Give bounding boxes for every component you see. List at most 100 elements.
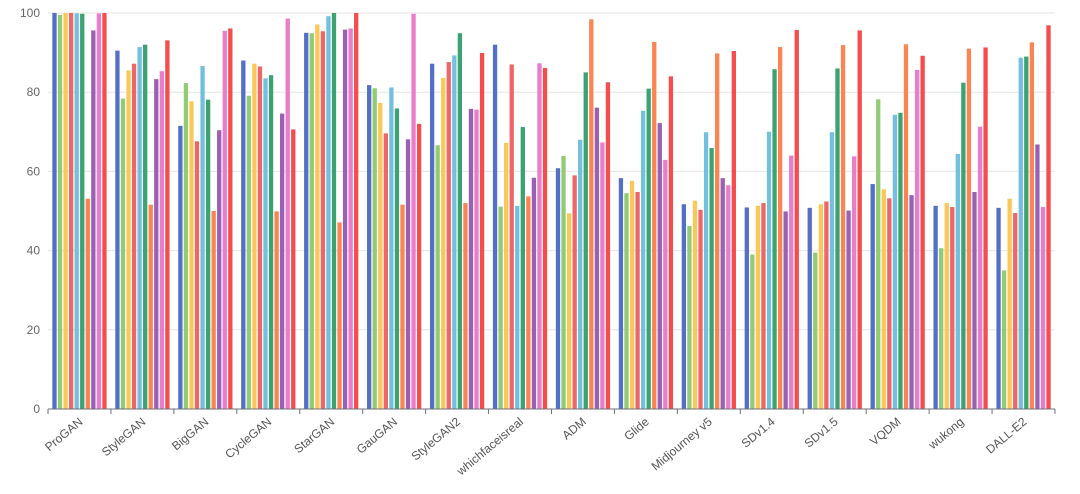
bar-stargan-s5 (326, 16, 331, 409)
bar-cyclegan-s2 (246, 95, 252, 409)
bar-gaugan-s7 (400, 204, 405, 409)
y-tick-label: 0 (33, 402, 40, 416)
bar-sdv1.5-s4 (824, 201, 829, 409)
bar-whichfaceisreal-s1 (492, 44, 498, 410)
bar-dall-e2-s8 (1035, 144, 1040, 409)
bar-sdv1.5-s9 (851, 156, 857, 409)
bar-glide-s2 (624, 193, 629, 409)
x-tick-label: GauGAN (354, 415, 400, 457)
bar-adm-s5 (578, 139, 583, 409)
bar-biggan-s2 (183, 83, 189, 409)
bar-whichfaceisreal-s2 (498, 206, 503, 409)
bar-stylegan2-s7 (463, 203, 468, 409)
bar-stylegan-s2 (120, 98, 126, 409)
bar-dall-e2-s7 (1029, 42, 1035, 410)
bar-cyclegan-s6 (268, 75, 274, 410)
bar-stylegan-s7 (148, 204, 153, 409)
bar-progan-s8 (91, 30, 96, 409)
bar-glide-s5 (640, 110, 646, 409)
x-tick-label: SDv1.4 (739, 414, 778, 450)
bar-midjourney-v5-s3 (692, 200, 698, 409)
bar-cyclegan-s4 (257, 66, 263, 410)
bar-stylegan-s3 (126, 70, 131, 410)
bar-stylegan2-s1 (429, 63, 435, 409)
bar-whichfaceisreal-s4 (509, 64, 514, 409)
bar-vqdm-s4 (887, 198, 892, 409)
bar-vqdm-s2 (876, 99, 881, 409)
bar-adm-s6 (583, 72, 588, 410)
bar-sdv1.4-s8 (783, 211, 788, 409)
bar-glide-s7 (652, 41, 657, 409)
bar-wukong-s1 (933, 205, 938, 409)
bar-stylegan2-s5 (452, 55, 457, 410)
y-tick-label: 100 (20, 6, 40, 20)
bars (52, 13, 1051, 410)
bar-biggan-s4 (194, 141, 200, 410)
bar-wukong-s5 (955, 153, 960, 409)
x-tick-label: VQDM (867, 415, 904, 449)
bar-biggan-s8 (217, 130, 222, 409)
bar-cyclegan-s9 (285, 18, 290, 409)
y-tick-labels: 0 20 40 60 80 100 (20, 6, 40, 416)
bar-stylegan2-s4 (446, 62, 451, 409)
bar-sdv1.4-s7 (777, 47, 783, 410)
bar-stylegan2-s2 (435, 145, 440, 409)
bar-progan-s5 (74, 13, 79, 410)
bar-biggan-s9 (222, 30, 227, 409)
bar-midjourney-v5-s9 (726, 185, 731, 409)
bar-stylegan-s8 (154, 79, 159, 409)
bar-biggan-s5 (200, 66, 205, 409)
bar-dall-e2-s2 (1001, 270, 1007, 409)
bar-wukong-s3 (944, 203, 949, 409)
bar-progan-s9 (96, 13, 102, 410)
bar-wukong-s2 (939, 248, 944, 409)
bar-wukong-s9 (977, 126, 983, 410)
bar-whichfaceisreal-s10 (542, 68, 548, 409)
bar-sdv1.5-s8 (846, 210, 851, 409)
bar-gaugan-s2 (372, 88, 377, 410)
bar-stargan-s9 (348, 28, 353, 409)
bar-adm-s2 (561, 155, 566, 409)
bar-stargan-s3 (315, 24, 320, 409)
bar-stylegan2-s6 (457, 33, 463, 409)
bar-wukong-s4 (950, 207, 955, 409)
bar-dall-e2-s6 (1024, 56, 1029, 410)
bar-stargan-s2 (309, 33, 314, 409)
bar-gaugan-s10 (416, 123, 422, 409)
bar-cyclegan-s7 (274, 211, 279, 409)
x-tick-label: wukong (925, 415, 966, 453)
bar-biggan-s7 (211, 211, 216, 409)
bar-stylegan2-s3 (441, 77, 446, 409)
bar-biggan-s3 (189, 101, 194, 409)
bar-biggan-s1 (178, 125, 183, 410)
bar-progan-s7 (85, 198, 90, 409)
bar-stylegan-s6 (143, 44, 148, 410)
bar-midjourney-v5-s10 (731, 51, 736, 410)
x-tick-label: ProGAN (42, 415, 85, 454)
bar-sdv1.4-s9 (789, 155, 794, 409)
bar-sdv1.4-s3 (755, 205, 761, 409)
axes (47, 408, 1056, 414)
bar-stargan-s7 (337, 222, 342, 409)
bar-whichfaceisreal-s3 (504, 142, 509, 409)
x-tick-label: StyleGAN2 (409, 414, 464, 463)
bar-vqdm-s10 (920, 55, 925, 410)
bar-stargan-s10 (354, 13, 359, 409)
bar-cyclegan-s3 (252, 63, 257, 409)
bar-sdv1.4-s5 (766, 131, 772, 410)
bar-stylegan2-s10 (479, 53, 485, 409)
bar-gaugan-s6 (394, 108, 400, 409)
bar-sdv1.4-s4 (761, 203, 766, 409)
x-tick-label: DALL-E2 (983, 414, 1030, 456)
bar-stylegan-s9 (159, 71, 164, 410)
bar-dall-e2-s4 (1013, 212, 1018, 409)
bar-adm-s8 (594, 107, 599, 409)
bar-stargan-s6 (331, 13, 337, 409)
bar-dall-e2-s3 (1007, 198, 1012, 409)
bar-sdv1.5-s5 (829, 132, 835, 409)
y-tick-label: 20 (27, 323, 41, 337)
bar-midjourney-v5-s6 (709, 148, 714, 410)
bar-progan-s2 (57, 14, 63, 409)
bar-glide-s1 (618, 178, 624, 409)
bar-gaugan-s1 (367, 85, 372, 409)
